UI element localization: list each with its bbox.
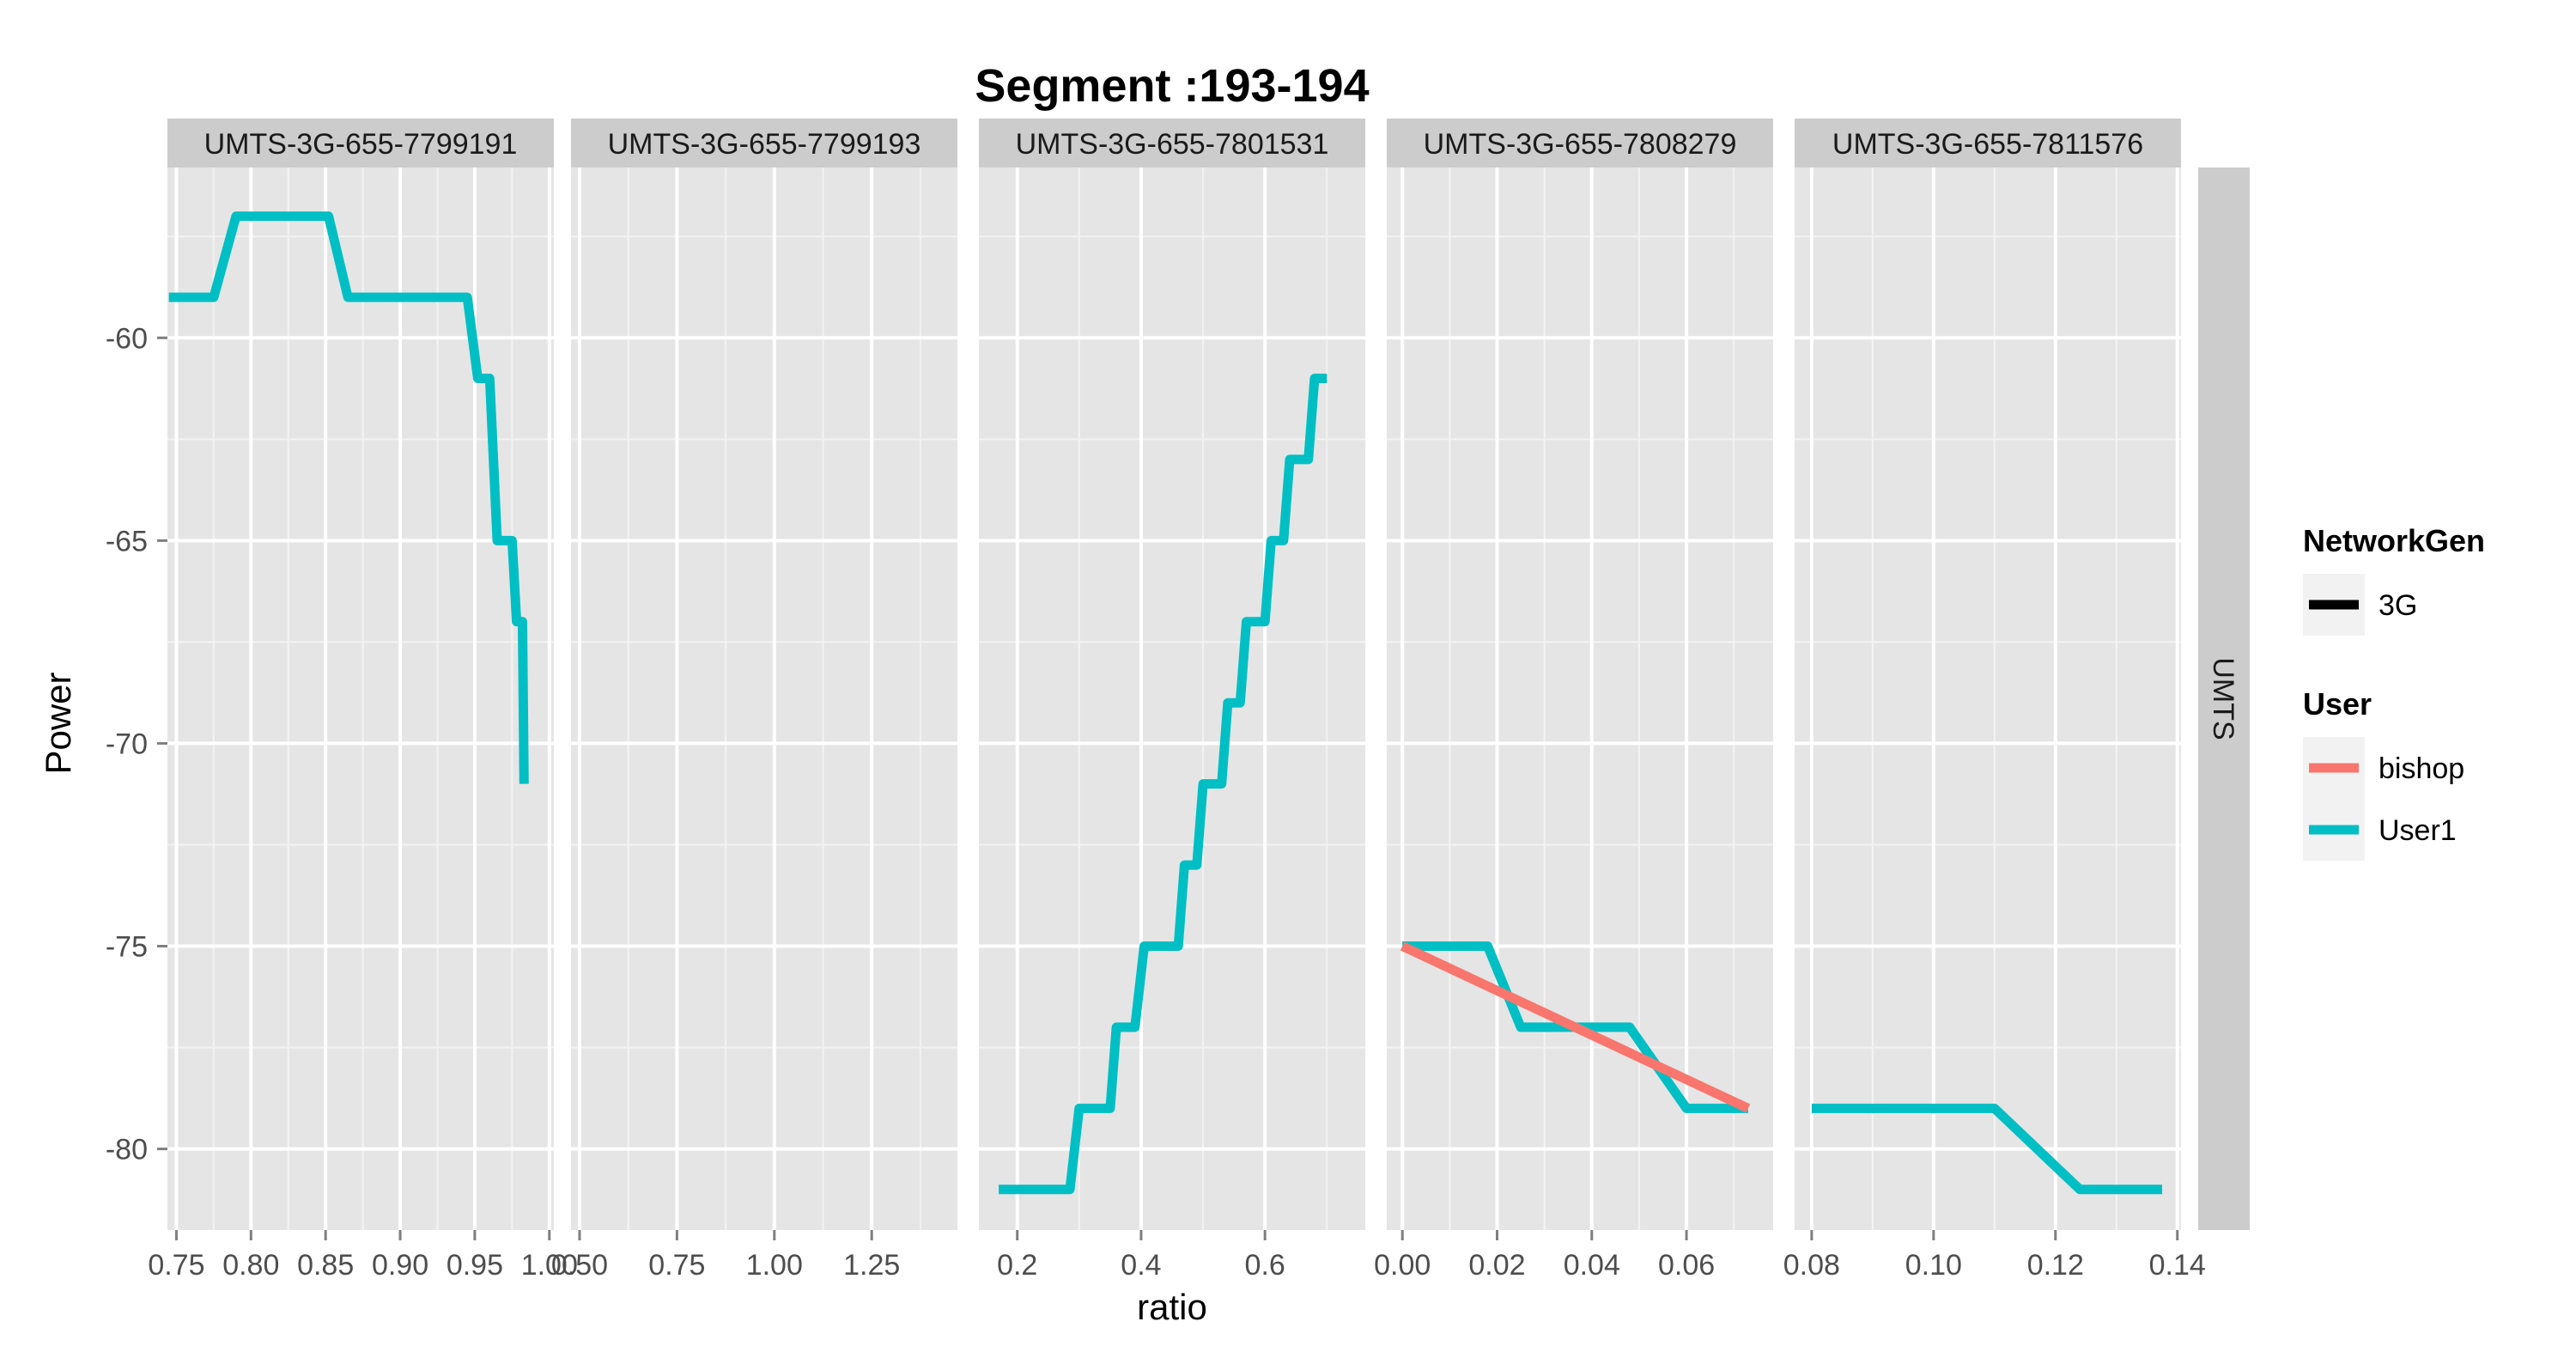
panel-background	[979, 167, 1365, 1230]
panel-background	[571, 167, 957, 1230]
row-strip: UMTS	[2198, 167, 2250, 1230]
panel-5: UMTS-3G-655-7811576 0.08 0.10 0.12 0.14	[1783, 119, 2206, 1282]
series-line-user1	[999, 374, 1327, 1195]
panel-background	[1795, 167, 2181, 1230]
x-tick-label: 0.2	[997, 1249, 1037, 1282]
x-tick-label: 0.95	[447, 1249, 503, 1282]
y-axis: -80 -75 -70 -65 -60	[106, 322, 167, 1166]
x-tick-label: 0.4	[1121, 1249, 1161, 1282]
panels: UMTS-3G-655-7799191 0.75 0.80 0.85 0.90 0.95 1…	[148, 119, 2206, 1282]
panel-background	[167, 167, 554, 1230]
x-tick-label: 0.06	[1658, 1249, 1715, 1282]
x-tick-label: 0.85	[297, 1249, 354, 1282]
panel-strip	[1795, 119, 2181, 167]
y-tick-label: -65	[106, 525, 148, 557]
panel-2: UMTS-3G-655-7799193 0.50 0.75 1.00 1.25	[551, 119, 957, 1282]
x-tick-label: 0.04	[1564, 1249, 1620, 1282]
panel-3: UMTS-3G-655-7801531 0.2 0.4 0.6	[979, 119, 1365, 1282]
legend-item-label: User1	[2379, 814, 2457, 847]
panel-strip-label: UMTS-3G-655-7811576	[1832, 128, 2143, 161]
y-tick-label: -80	[106, 1134, 148, 1166]
x-tick-label: 0.14	[2149, 1249, 2206, 1282]
y-tick-label: -60	[106, 322, 148, 355]
panel-strip-label: UMTS-3G-655-7799193	[608, 128, 921, 161]
panel-strip-label: UMTS-3G-655-7801531	[1016, 128, 1329, 161]
series-line-user1	[1811, 1103, 2162, 1195]
x-tick-label: 0.00	[1374, 1249, 1431, 1282]
legend-item-label: bishop	[2379, 752, 2464, 785]
y-tick-label: -70	[106, 728, 148, 760]
x-tick-label: 0.80	[222, 1249, 279, 1282]
x-tick-label: 0.50	[551, 1249, 608, 1282]
x-tick-label: 0.75	[148, 1249, 204, 1282]
y-tick-label: -75	[106, 931, 148, 964]
x-tick-label: 1.00	[521, 1249, 578, 1282]
x-tick-label: 1.25	[843, 1249, 900, 1282]
legend-item-label: 3G	[2379, 589, 2417, 622]
legend-title: User	[2303, 686, 2372, 722]
panel-strip	[167, 119, 554, 167]
panel-background	[1387, 167, 1773, 1230]
series-line-user1	[168, 211, 529, 784]
chart-title: Segment :193-194	[975, 60, 1369, 112]
series-line-bishop	[1400, 941, 1751, 1113]
x-axis-title: ratio	[1137, 1287, 1207, 1327]
x-tick-label: 0.75	[648, 1249, 705, 1282]
y-axis-title: Power	[38, 672, 78, 774]
row-strip-background	[2198, 167, 2250, 1230]
x-tick-label: 0.90	[372, 1249, 428, 1282]
x-tick-label: 0.08	[1783, 1249, 1840, 1282]
x-tick-label: 1.00	[746, 1249, 803, 1282]
x-tick-label: 0.12	[2027, 1249, 2084, 1282]
panel-4: UMTS-3G-655-7808279 0.00 0.02 0.04 0.06	[1374, 119, 1773, 1282]
x-tick-label: 0.6	[1245, 1249, 1285, 1282]
panel-strip	[571, 119, 957, 167]
x-tick-label: 0.10	[1905, 1249, 1962, 1282]
panel-strip	[979, 119, 1365, 167]
panel-strip	[1387, 119, 1773, 167]
row-strip-label: UMTS	[2207, 657, 2239, 740]
panel-strip-label: UMTS-3G-655-7799191	[204, 128, 518, 161]
x-tick-label: 0.02	[1468, 1249, 1525, 1282]
legend-title: NetworkGen	[2303, 523, 2485, 558]
panel-strip-label: UMTS-3G-655-7808279	[1424, 128, 1737, 161]
panel-1: UMTS-3G-655-7799191 0.75 0.80 0.85 0.90 0.95 1…	[148, 119, 578, 1282]
